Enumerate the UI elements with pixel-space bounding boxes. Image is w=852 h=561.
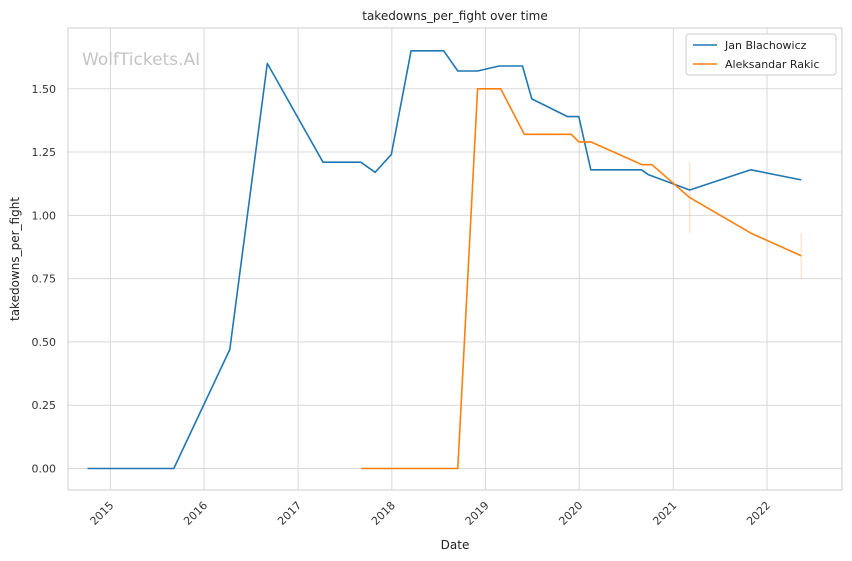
series-line-jan-blachowicz xyxy=(87,49,802,470)
y-tick-label-0.50: 0.50 xyxy=(32,336,57,349)
legend-box xyxy=(685,33,837,76)
x-axis-label: Date xyxy=(441,538,470,552)
series-lines xyxy=(87,49,802,470)
y-tick-label-1.25: 1.25 xyxy=(32,146,57,159)
y-tick-label-1.00: 1.00 xyxy=(32,209,57,222)
y-axis-label: takedowns_per_fight xyxy=(8,197,22,321)
plot-area-frame xyxy=(67,27,843,491)
series-line-aleksandar-rakic xyxy=(360,88,802,470)
y-tick-label-1.50: 1.50 xyxy=(32,83,57,96)
y-axis-ticks: 0.00 0.25 0.50 0.75 1.00 1.25 1.50 xyxy=(32,83,57,476)
legend: Jan Blachowicz Aleksandar Rakic xyxy=(685,33,837,76)
y-tick-label-0.25: 0.25 xyxy=(32,399,57,412)
legend-label-jan-blachowicz: Jan Blachowicz xyxy=(724,39,807,52)
y-tick-label-0.75: 0.75 xyxy=(32,273,57,286)
watermark: WolfTickets.AI xyxy=(82,50,200,70)
grid xyxy=(68,28,842,490)
y-tick-label-0.00: 0.00 xyxy=(32,462,57,475)
chart-title: takedowns_per_fight over time xyxy=(362,9,548,23)
legend-label-aleksandar-rakic: Aleksandar Rakic xyxy=(725,58,820,71)
